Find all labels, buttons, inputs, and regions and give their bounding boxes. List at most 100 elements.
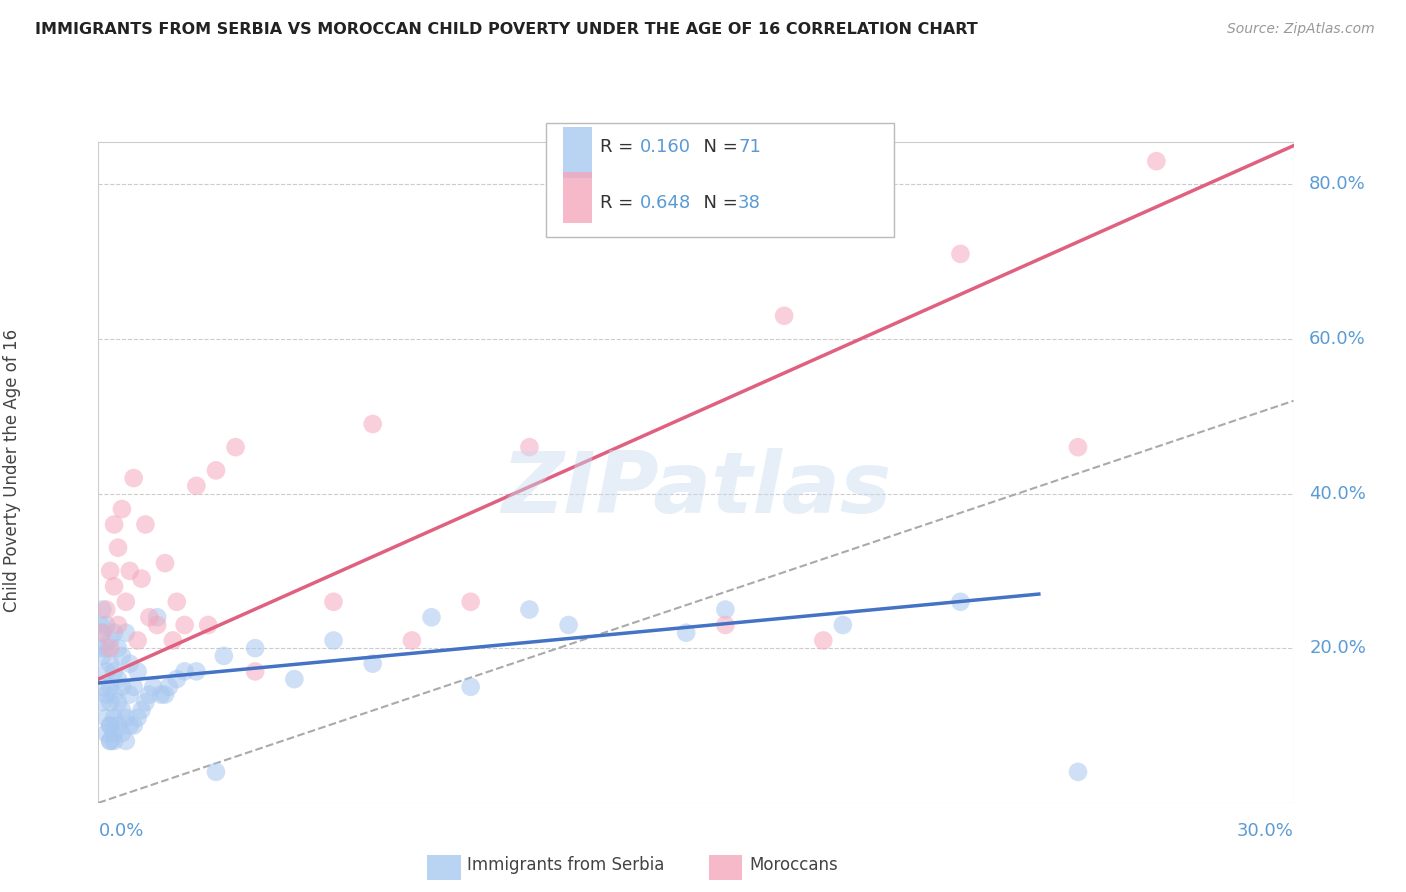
Text: 38: 38: [738, 194, 761, 212]
Text: 80.0%: 80.0%: [1309, 176, 1367, 194]
Point: [361, 417, 384, 431]
Point: [118, 564, 141, 578]
Point: [107, 695, 129, 709]
Point: [103, 711, 125, 725]
Point: [96, 602, 118, 616]
Text: N =: N =: [692, 194, 744, 212]
Point: [243, 641, 266, 656]
Point: [832, 618, 855, 632]
Point: [205, 463, 228, 477]
Point: [142, 680, 165, 694]
Point: [103, 625, 125, 640]
Point: [134, 695, 156, 709]
Text: 0.160: 0.160: [640, 138, 690, 156]
Point: [205, 764, 228, 779]
Point: [96, 665, 118, 679]
Point: [96, 618, 118, 632]
Point: [596, 208, 619, 222]
Point: [127, 633, 149, 648]
Point: [122, 471, 145, 485]
Text: 0.0%: 0.0%: [98, 822, 143, 840]
Text: Source: ZipAtlas.com: Source: ZipAtlas.com: [1227, 22, 1375, 37]
Point: [96, 711, 118, 725]
Point: [103, 734, 125, 748]
Text: ZIPatlas: ZIPatlas: [501, 448, 891, 532]
Point: [98, 657, 121, 671]
Point: [166, 595, 188, 609]
Point: [813, 633, 835, 648]
Point: [107, 641, 129, 656]
Text: 60.0%: 60.0%: [1309, 330, 1367, 348]
Point: [197, 618, 219, 632]
Point: [89, 618, 111, 632]
Point: [122, 680, 145, 694]
Point: [166, 672, 188, 686]
Point: [115, 711, 138, 725]
Point: [460, 595, 482, 609]
Point: [134, 517, 156, 532]
Point: [96, 726, 118, 740]
Point: [949, 247, 972, 261]
Point: [1067, 764, 1090, 779]
Point: [401, 633, 423, 648]
Text: 40.0%: 40.0%: [1309, 484, 1367, 502]
Text: R =: R =: [600, 194, 640, 212]
Point: [557, 618, 579, 632]
Text: R =: R =: [600, 138, 640, 156]
Point: [111, 680, 134, 694]
Point: [146, 610, 169, 624]
Point: [91, 625, 114, 640]
Point: [111, 648, 134, 663]
Point: [138, 688, 160, 702]
Text: IMMIGRANTS FROM SERBIA VS MOROCCAN CHILD POVERTY UNDER THE AGE OF 16 CORRELATION: IMMIGRANTS FROM SERBIA VS MOROCCAN CHILD…: [35, 22, 979, 37]
Text: 30.0%: 30.0%: [1237, 822, 1294, 840]
Point: [675, 625, 697, 640]
Point: [118, 718, 141, 732]
Point: [186, 479, 208, 493]
Point: [212, 648, 235, 663]
Point: [1067, 440, 1090, 454]
Point: [103, 665, 125, 679]
Point: [103, 688, 125, 702]
Point: [322, 633, 344, 648]
Point: [91, 648, 114, 663]
Point: [111, 703, 134, 717]
Point: [146, 618, 169, 632]
Point: [107, 718, 129, 732]
Point: [714, 602, 737, 616]
Point: [98, 718, 121, 732]
Text: 20.0%: 20.0%: [1309, 640, 1367, 657]
Point: [103, 517, 125, 532]
Text: Immigrants from Serbia: Immigrants from Serbia: [467, 856, 664, 874]
Point: [98, 734, 121, 748]
Point: [949, 595, 972, 609]
Point: [322, 595, 344, 609]
Point: [118, 688, 141, 702]
Point: [460, 680, 482, 694]
Point: [127, 711, 149, 725]
Point: [1144, 154, 1167, 169]
Point: [131, 572, 153, 586]
Point: [153, 688, 176, 702]
Point: [107, 672, 129, 686]
Text: Child Poverty Under the Age of 16: Child Poverty Under the Age of 16: [3, 329, 21, 612]
Point: [122, 718, 145, 732]
Point: [243, 665, 266, 679]
Point: [157, 680, 180, 694]
Point: [519, 440, 541, 454]
Point: [91, 625, 114, 640]
Point: [103, 579, 125, 593]
Point: [115, 595, 138, 609]
Point: [150, 688, 173, 702]
Text: N =: N =: [692, 138, 744, 156]
Point: [103, 726, 125, 740]
Point: [98, 633, 121, 648]
Point: [225, 440, 247, 454]
Point: [420, 610, 443, 624]
Point: [131, 703, 153, 717]
Point: [173, 665, 195, 679]
Point: [98, 564, 121, 578]
Point: [283, 672, 305, 686]
Point: [519, 602, 541, 616]
Point: [98, 734, 121, 748]
